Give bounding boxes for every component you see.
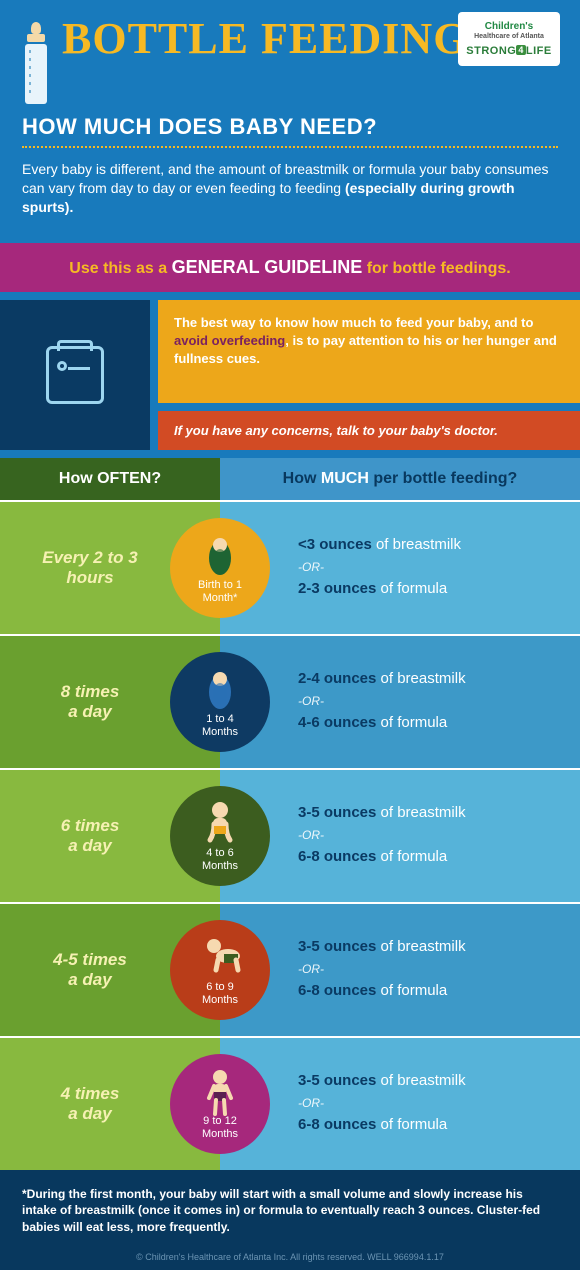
logo-line1: Children's <box>485 21 534 32</box>
subtitle: HOW MUCH DOES BABY NEED? <box>22 114 558 140</box>
cell-amount: Birth to 1Month* <3 ounces of breastmilk… <box>220 502 580 634</box>
baby-icon <box>200 666 240 710</box>
advice-box-1: The best way to know how much to feed yo… <box>158 300 580 403</box>
cell-amount: 9 to 12Months 3-5 ounces of breastmilk -… <box>220 1038 580 1170</box>
table-row: Every 2 to 3hours Birth to 1Month* <3 ou… <box>0 500 580 634</box>
baby-icon <box>200 934 240 978</box>
bottle-icon <box>22 22 50 106</box>
copyright: © Children's Healthcare of Atlanta Inc. … <box>0 1252 580 1270</box>
jar-icon <box>46 346 104 404</box>
logo-line2: Healthcare of Atlanta <box>474 33 544 41</box>
advice-row: The best way to know how much to feed yo… <box>0 300 580 450</box>
table-row: 6 timesa day 4 to 6Months 3-5 ounces of … <box>0 768 580 902</box>
jar-panel <box>0 300 150 450</box>
divider-dots <box>22 146 558 148</box>
age-badge: 9 to 12Months <box>170 1054 270 1154</box>
age-badge: 1 to 4Months <box>170 652 270 752</box>
baby-icon <box>200 1068 240 1112</box>
table-row: 4 timesa day 9 to 12Months 3-5 ounces of… <box>0 1036 580 1170</box>
th-how-much: How MUCH per bottle feeding? <box>220 458 580 500</box>
cell-amount: 4 to 6Months 3-5 ounces of breastmilk -O… <box>220 770 580 902</box>
cell-amount: 1 to 4Months 2-4 ounces of breastmilk -O… <box>220 636 580 768</box>
table-row: 8 timesa day 1 to 4Months 2-4 ounces of … <box>0 634 580 768</box>
cell-amount: 6 to 9Months 3-5 ounces of breastmilk -O… <box>220 904 580 1036</box>
advice-box-2: If you have any concerns, talk to your b… <box>158 411 580 450</box>
logo: Children's Healthcare of Atlanta STRONG4… <box>458 12 560 66</box>
logo-line3: STRONG4LIFE <box>466 45 551 57</box>
baby-icon <box>200 800 240 844</box>
main-title: BOTTLE FEEDING: <box>62 18 484 60</box>
age-badge: 6 to 9Months <box>170 920 270 1020</box>
baby-icon <box>200 532 240 576</box>
guideline-bar: Use this as a GENERAL GUIDELINE for bott… <box>0 235 580 300</box>
table-header: How OFTEN? How MUCH per bottle feeding? <box>0 458 580 500</box>
header: Children's Healthcare of Atlanta STRONG4… <box>0 0 580 235</box>
age-badge: 4 to 6Months <box>170 786 270 886</box>
intro-text: Every baby is different, and the amount … <box>22 160 558 235</box>
table-body: Every 2 to 3hours Birth to 1Month* <3 ou… <box>0 500 580 1170</box>
th-how-often: How OFTEN? <box>0 458 220 500</box>
footnote: *During the first month, your baby will … <box>0 1170 580 1252</box>
age-badge: Birth to 1Month* <box>170 518 270 618</box>
table-row: 4-5 timesa day 6 to 9Months 3-5 ounces o… <box>0 902 580 1036</box>
infographic: Children's Healthcare of Atlanta STRONG4… <box>0 0 580 1270</box>
